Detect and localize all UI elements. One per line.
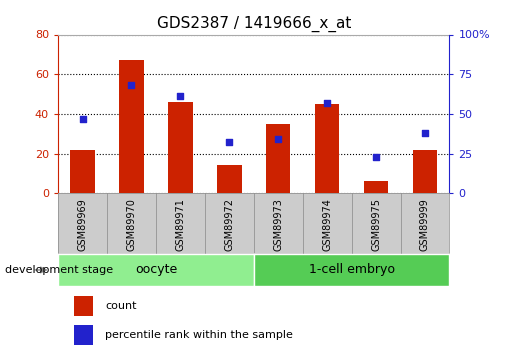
Point: [372, 154, 380, 159]
Text: GSM89970: GSM89970: [126, 198, 136, 251]
Text: GSM89972: GSM89972: [224, 198, 234, 251]
Bar: [217, 165, 241, 193]
Bar: [364, 181, 388, 193]
Bar: [266, 124, 290, 193]
Title: GDS2387 / 1419666_x_at: GDS2387 / 1419666_x_at: [157, 16, 351, 32]
Text: GSM89969: GSM89969: [78, 198, 87, 251]
Text: GSM89974: GSM89974: [322, 198, 332, 251]
Text: oocyte: oocyte: [135, 264, 177, 276]
Bar: [119, 60, 144, 193]
Point: [323, 100, 331, 106]
Bar: [70, 150, 95, 193]
Point: [78, 116, 86, 121]
Bar: [168, 102, 192, 193]
Text: development stage: development stage: [5, 265, 113, 275]
Bar: [413, 150, 437, 193]
Text: 1-cell embryo: 1-cell embryo: [309, 264, 394, 276]
Point: [176, 93, 184, 99]
Text: GSM89971: GSM89971: [175, 198, 185, 251]
Text: GSM89973: GSM89973: [273, 198, 283, 251]
Text: GSM89999: GSM89999: [420, 198, 430, 251]
Text: count: count: [105, 300, 136, 310]
Bar: [74, 325, 92, 345]
Point: [127, 82, 135, 88]
Point: [274, 137, 282, 142]
Bar: [74, 296, 92, 316]
Point: [421, 130, 429, 136]
Text: percentile rank within the sample: percentile rank within the sample: [105, 330, 293, 340]
Text: GSM89975: GSM89975: [371, 198, 381, 251]
Point: [225, 140, 233, 145]
Bar: [315, 104, 339, 193]
